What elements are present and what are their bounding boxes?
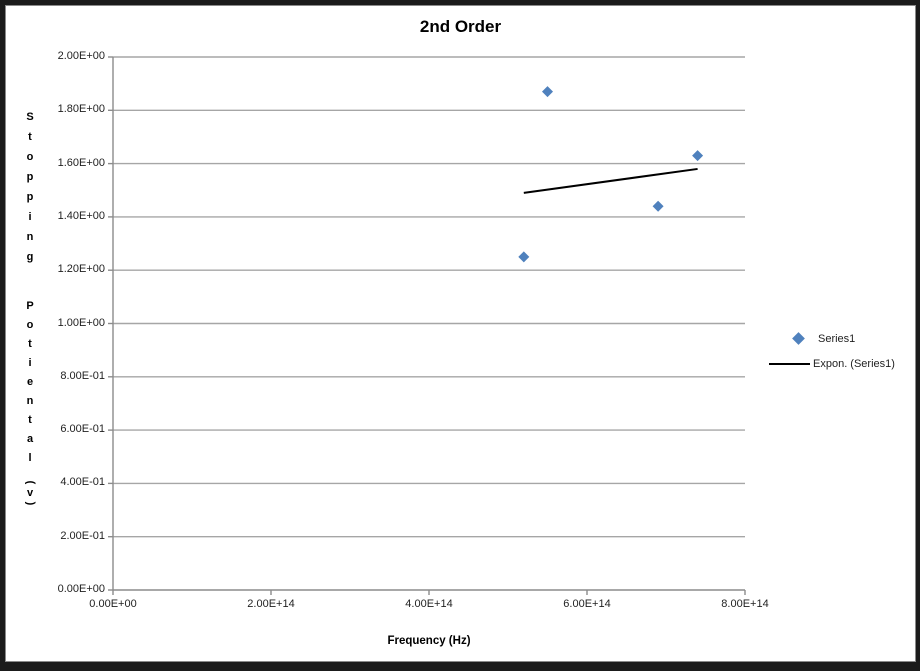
x-axis-title: Frequency (Hz) (387, 635, 471, 647)
y-axis-title-gap (20, 267, 40, 297)
y-axis-title-char: p (26, 191, 34, 203)
y-axis-title-char: l (28, 452, 32, 464)
legend-label-series1: Series1 (818, 332, 856, 345)
y-axis-title-char: ) (24, 501, 37, 506)
y-axis-title-char: t (28, 131, 32, 143)
data-point[interactable] (542, 86, 553, 98)
x-tick-label: 6.00E+14 (563, 598, 611, 610)
y-tick-label: 4.00E-01 (60, 476, 105, 489)
legend-item-trendline[interactable]: Expon. (Series1) (769, 351, 895, 376)
data-point[interactable] (692, 150, 704, 162)
plot-area (108, 56, 746, 595)
data-point[interactable] (652, 200, 664, 212)
y-tick-label: 1.00E+00 (57, 316, 105, 329)
y-tick-label: 8.00E-01 (60, 369, 105, 382)
chart-canvas: 2nd Order 0.00E+00 2.00E-01 4.00E-01 6.00E-… (5, 5, 916, 662)
legend-item-series1[interactable]: Series1 (769, 326, 895, 351)
trendline-swatch-icon (769, 362, 810, 365)
y-axis-title-char: i (28, 211, 32, 223)
y-axis-title-char: t (28, 414, 32, 426)
y-tick-label: 6.00E-01 (60, 423, 105, 436)
y-axis-title-char: P (26, 300, 34, 312)
x-tick-label: 0.00E+00 (89, 598, 137, 610)
y-axis-title-char: n (26, 231, 34, 243)
y-tick-label: 2.00E-01 (60, 529, 105, 542)
x-tick-label: 4.00E+14 (405, 598, 453, 610)
legend-label-trendline: Expon. (Series1) (813, 357, 895, 370)
y-axis-title-char: v (26, 487, 34, 499)
legend: Series1 Expon. (Series1) (769, 326, 895, 376)
x-tick-label: 2.00E+14 (247, 598, 295, 610)
y-axis-title-char: n (26, 395, 34, 407)
diamond-marker-icon (792, 332, 805, 345)
trendline[interactable] (523, 167, 698, 194)
y-axis-title-char: g (26, 251, 34, 263)
y-tick-label: 2.00E+00 (57, 50, 105, 62)
x-tick-label: 8.00E+14 (721, 598, 769, 610)
y-axis-title-segment: ( v) (20, 478, 40, 508)
y-axis-title-char: e (26, 376, 34, 388)
y-tick-label: 1.60E+00 (57, 156, 105, 169)
y-axis-title-char: p (26, 171, 34, 183)
y-axis-title-char: S (26, 111, 34, 123)
y-tick-label: 1.80E+00 (57, 103, 105, 116)
data-point[interactable] (518, 251, 530, 263)
y-axis-title-char: o (26, 319, 34, 331)
y-tick-label: 1.40E+00 (57, 209, 105, 222)
chart-title: 2nd Order (419, 17, 502, 36)
y-axis-title-char: t (28, 338, 32, 350)
y-tick-label: 0.00E+00 (57, 583, 105, 595)
y-axis-title-char: o (26, 151, 34, 163)
y-axis-title-char: a (26, 433, 34, 445)
y-axis-title-char: i (28, 357, 32, 369)
y-tick-label: 1.20E+00 (57, 263, 105, 276)
y-axis-title-char: ( (24, 480, 37, 485)
